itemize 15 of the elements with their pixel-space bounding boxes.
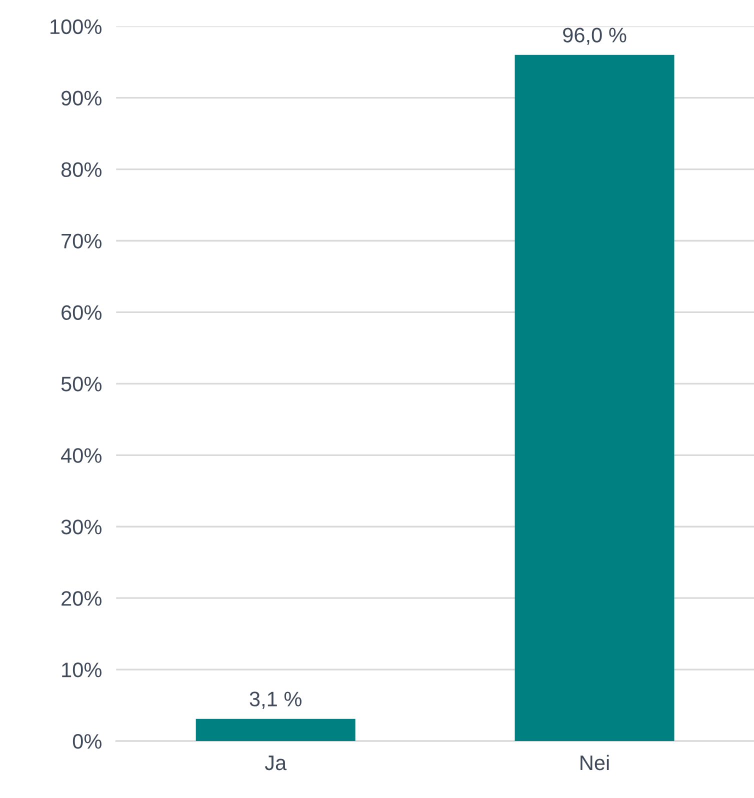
y-tick-label: 30% xyxy=(61,520,102,534)
data-label: 3,1 % xyxy=(250,692,302,709)
y-tick-label: 20% xyxy=(62,591,102,606)
x-tick-label: Nei xyxy=(580,754,609,770)
x-tick-label: Ja xyxy=(264,756,287,770)
y-tick-label: 50% xyxy=(61,376,102,392)
y-tick-label: 70% xyxy=(62,234,102,248)
y-tick-label: 80% xyxy=(61,162,102,178)
y-tick-label: 0% xyxy=(72,734,102,749)
y-tick-label: 60% xyxy=(62,305,102,320)
y-tick-label: 100% xyxy=(50,19,102,34)
y-tick-label: 90% xyxy=(62,90,102,106)
data-label: 96,0 % xyxy=(563,28,626,45)
y-tick-label: 10% xyxy=(62,662,102,678)
y-tick-label: 40% xyxy=(61,448,102,463)
